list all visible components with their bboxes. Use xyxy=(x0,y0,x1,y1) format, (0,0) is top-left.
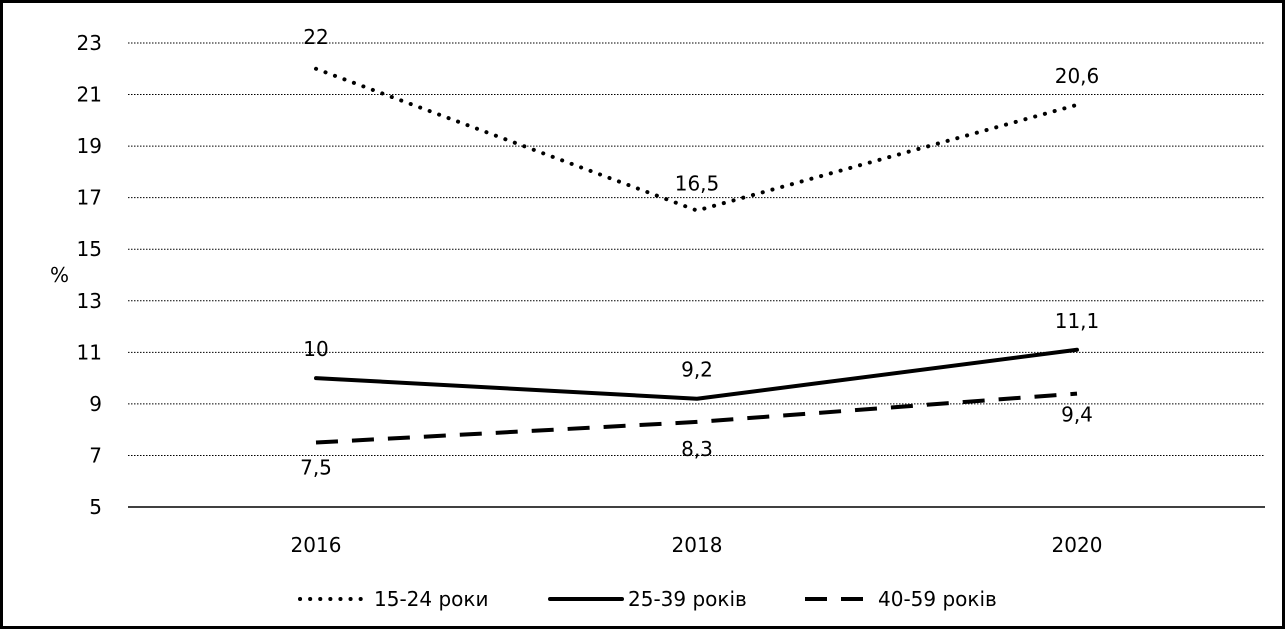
data-label: 22 xyxy=(303,25,328,49)
series-lines xyxy=(314,66,1079,445)
data-label: 20,6 xyxy=(1055,64,1100,88)
data-label: 8,3 xyxy=(681,437,713,461)
legend-label-2: 25-39 років xyxy=(628,587,747,611)
y-tick-label: 13 xyxy=(77,289,102,313)
data-labels: 22 16,5 20,6 10 9,2 11,1 7,5 8,3 9,4 xyxy=(300,25,1099,480)
y-tick-label: 15 xyxy=(77,237,102,261)
data-label: 16,5 xyxy=(675,172,720,196)
series-line-2 xyxy=(314,347,1079,401)
series-line-3 xyxy=(315,391,1078,445)
y-tick-label: 23 xyxy=(77,31,102,55)
gridlines xyxy=(128,42,1265,456)
data-label: 9,2 xyxy=(681,358,713,382)
legend-label-3: 40-59 років xyxy=(878,587,997,611)
legend: 15-24 роки 25-39 років 40-59 років xyxy=(298,587,997,611)
y-tick-label: 17 xyxy=(77,186,102,210)
y-tick-label: 21 xyxy=(77,83,102,107)
x-tick-label: 2016 xyxy=(291,533,342,557)
y-tick-label: 5 xyxy=(89,495,102,519)
axes: 5 7 9 11 13 15 17 19 21 23 2016 2018 2020 xyxy=(77,31,1265,557)
y-tick-label: 9 xyxy=(89,392,102,416)
x-tick-label: 2020 xyxy=(1052,533,1103,557)
legend-label-1: 15-24 роки xyxy=(374,587,488,611)
y-tick-label: 19 xyxy=(77,134,102,158)
y-axis-label: % xyxy=(50,263,69,287)
data-label: 7,5 xyxy=(300,456,332,480)
x-tick-label: 2018 xyxy=(672,533,723,557)
y-tick-label: 7 xyxy=(89,443,102,467)
y-tick-label: 11 xyxy=(77,340,102,364)
data-label: 11,1 xyxy=(1055,309,1100,333)
data-label: 10 xyxy=(303,337,328,361)
data-label: 9,4 xyxy=(1061,403,1093,427)
